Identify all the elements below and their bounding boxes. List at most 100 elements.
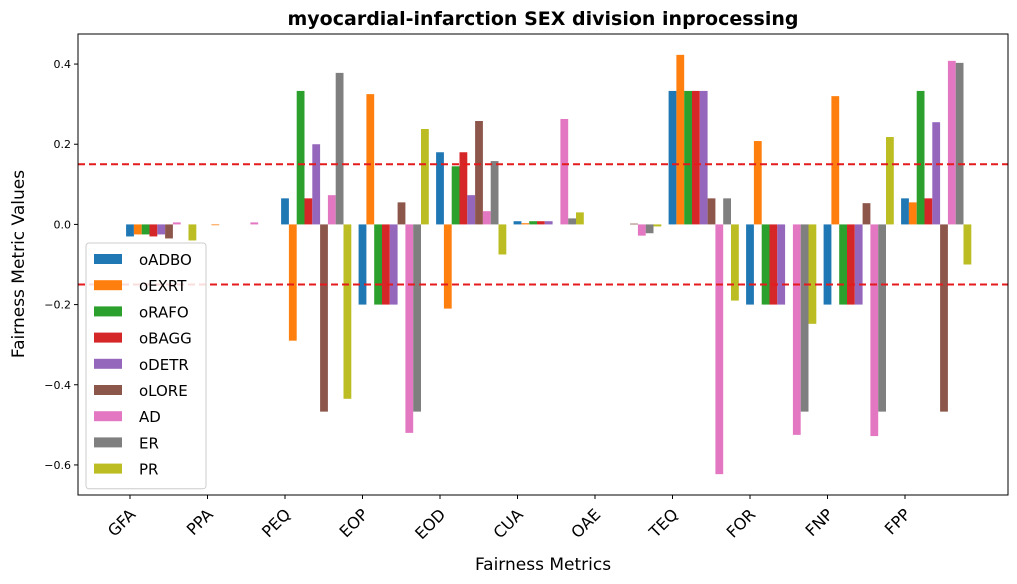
x-tick-label-PEQ: PEQ <box>258 505 294 541</box>
bar-AD-GFA <box>172 222 181 225</box>
bar-AD-FNP <box>870 224 879 437</box>
legend-swatch-PR <box>94 463 122 474</box>
bar-PR-OAE <box>653 224 662 227</box>
legend-box <box>85 242 207 490</box>
legend-label-ER: ER <box>139 434 159 452</box>
bar-oEXRT-FPP <box>908 202 917 225</box>
bar-oADBO-GFA <box>126 224 134 237</box>
bar-oEXRT-FNP <box>831 96 840 225</box>
bar-oLORE-EOP <box>397 202 406 225</box>
bar-ER-FNP <box>878 224 886 412</box>
bar-AD-FPP <box>947 60 956 225</box>
bar-oADBO-PEQ <box>281 198 289 225</box>
bar-oDETR-PEQ <box>312 144 321 225</box>
bar-oDETR-EOD <box>467 195 476 225</box>
bar-ER-CUA <box>568 218 576 225</box>
legend-label-oADBO: oADBO <box>139 251 192 269</box>
bar-oBAGG-EOD <box>459 152 468 225</box>
bar-oBAGG-PEQ <box>304 198 313 225</box>
bar-oDETR-FOR <box>777 224 786 305</box>
legend-label-oDETR: oDETR <box>139 356 189 374</box>
bar-PR-FOR <box>808 224 817 324</box>
bar-oADBO-FOR <box>746 224 754 305</box>
threshold-lines <box>78 163 1008 286</box>
bar-ER-TEQ <box>723 198 731 225</box>
bar-oEXRT-PEQ <box>288 224 297 341</box>
legend-swatch-oEXRT <box>94 280 122 291</box>
bar-oDETR-CUA <box>544 221 553 225</box>
legend-swatch-oDETR <box>94 358 122 369</box>
legend-swatch-ER <box>94 437 122 448</box>
bar-oRAFO-FPP <box>916 90 925 225</box>
x-tick-label-GFA: GFA <box>104 505 139 540</box>
x-tick-label-EOP: EOP <box>335 505 372 542</box>
bar-oBAGG-FPP <box>924 198 933 225</box>
bar-PR-GFA <box>188 224 197 241</box>
bar-oEXRT-EOP <box>366 94 375 225</box>
bars-group <box>126 54 972 475</box>
bar-PR-FPP <box>963 224 972 265</box>
y-tick-label: 0.0 <box>54 218 72 231</box>
bar-oLORE-FPP <box>940 224 948 412</box>
bar-oBAGG-TEQ <box>692 90 700 225</box>
legend-label-AD: AD <box>139 408 161 426</box>
x-tick-label-PPA: PPA <box>183 505 217 539</box>
bar-ER-FOR <box>800 224 809 412</box>
bar-oRAFO-FNP <box>839 224 847 305</box>
bar-PR-FNP <box>886 137 894 225</box>
legend-label-oLORE: oLORE <box>139 382 188 400</box>
bar-oRAFO-EOP <box>374 224 382 305</box>
bar-PR-EOP <box>421 129 429 225</box>
bar-oRAFO-FOR <box>761 224 770 305</box>
bar-oLORE-TEQ <box>707 198 716 225</box>
legend-label-oRAFO: oRAFO <box>139 303 189 321</box>
bar-oEXRT-EOD <box>443 224 452 309</box>
bar-oRAFO-PEQ <box>296 90 305 225</box>
bar-oLORE-PEQ <box>320 224 328 412</box>
bar-AD-OAE <box>637 224 646 236</box>
bar-ER-EOD <box>490 161 499 225</box>
bar-oBAGG-FOR <box>769 224 778 305</box>
bar-oDETR-GFA <box>157 224 166 235</box>
bar-oADBO-EOD <box>436 152 444 225</box>
bar-oADBO-FNP <box>823 224 832 305</box>
bar-oLORE-FNP <box>862 203 871 225</box>
legend-label-oBAGG: oBAGG <box>139 330 192 348</box>
y-axis-label: Fairness Metric Values <box>9 170 29 358</box>
x-tick-label-FOR: FOR <box>723 505 760 542</box>
bar-AD-PEQ <box>327 195 336 225</box>
bar-oBAGG-CUA <box>537 221 545 225</box>
x-tick-label-OAE: OAE <box>567 505 604 542</box>
x-tick-label-TEQ: TEQ <box>645 505 682 542</box>
x-tick-label-CUA: CUA <box>489 505 526 542</box>
bar-oLORE-EOD <box>475 120 483 225</box>
x-tick-label-EOD: EOD <box>411 505 449 543</box>
bar-PR-EOD <box>498 224 507 255</box>
bar-oRAFO-GFA <box>141 224 150 235</box>
y-tick-label: 0.4 <box>54 58 72 71</box>
x-axis-ticks: GFA PPA PEQ EOP EOD CUA OAE TEQ FOR FNP FPP <box>104 495 915 543</box>
bar-AD-EOD <box>482 211 491 225</box>
bar-AD-FOR <box>792 224 801 435</box>
bar-oBAGG-EOP <box>382 224 390 305</box>
bar-PR-PEQ <box>343 224 352 399</box>
bar-oADBO-FPP <box>901 198 909 225</box>
legend-swatch-AD <box>94 411 122 422</box>
bar-ER-EOP <box>413 224 421 412</box>
x-axis-label: Fairness Metrics <box>475 555 611 575</box>
bar-oADBO-TEQ <box>668 90 677 225</box>
y-tick-label: −0.4 <box>44 379 71 392</box>
bar-AD-CUA <box>560 118 569 225</box>
bar-AD-TEQ <box>715 224 724 475</box>
bar-oEXRT-FOR <box>753 141 762 225</box>
bar-AD-EOP <box>405 224 414 433</box>
bar-ER-FPP <box>955 62 964 225</box>
y-tick-label: −0.2 <box>44 299 71 312</box>
bar-PR-TEQ <box>731 224 739 301</box>
plot-frame <box>77 33 1009 496</box>
legend-label-oEXRT: oEXRT <box>139 277 187 295</box>
bar-oEXRT-CUA <box>521 223 530 225</box>
bar-ER-PEQ <box>335 72 344 225</box>
bar-oDETR-TEQ <box>699 90 708 225</box>
